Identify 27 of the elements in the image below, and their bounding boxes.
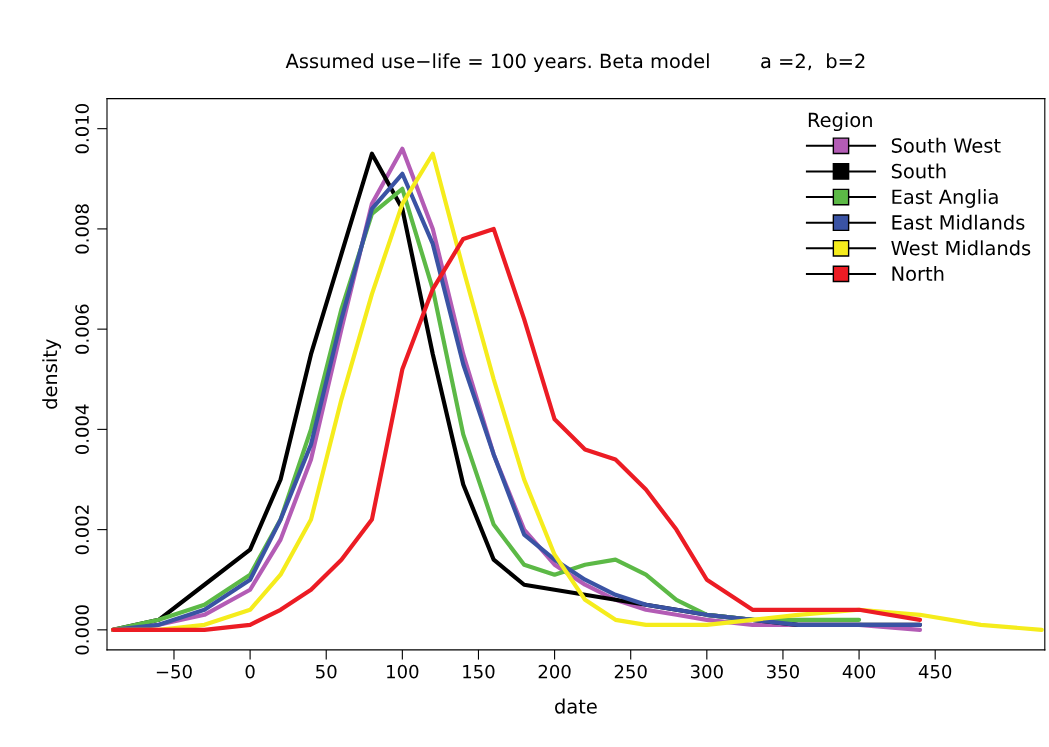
legend-label: North: [892, 265, 944, 282]
y-tick-label: 0.004: [75, 404, 89, 455]
x-tick-label: 200: [538, 664, 571, 679]
x-tick-label: 250: [614, 664, 647, 679]
legend-label: East Midlands: [892, 214, 1025, 230]
legend-label: West Midlands: [891, 240, 1031, 256]
x-tick-label: −50: [156, 664, 192, 679]
legend-label: South West: [891, 137, 1001, 153]
y-tick-label: 0.000: [75, 605, 89, 655]
y-tick-label: 0.008: [75, 204, 89, 254]
y-axis-title: density: [42, 339, 62, 409]
x-axis-title: date: [555, 698, 597, 714]
legend-title: Region: [808, 112, 872, 132]
x-tick-label: 150: [463, 664, 495, 679]
y-tick-label: 0.002: [75, 505, 89, 555]
x-tick-label: 450: [918, 664, 952, 679]
y-tick-label: 0.006: [75, 304, 89, 354]
x-tick-label: 300: [690, 664, 723, 679]
x-tick-label: 50: [316, 664, 337, 679]
x-tick-label: 350: [767, 664, 799, 679]
chart-title: Assumed use−life = 100 years. Beta model a =2, b=2: [285, 53, 865, 73]
legend-label: South: [891, 163, 946, 179]
y-tick-label: 0.010: [75, 104, 89, 154]
x-tick-label: 100: [387, 664, 419, 679]
x-tick-label: 0: [245, 664, 255, 679]
x-tick-label: 400: [842, 664, 876, 679]
legend-label: East Anglia: [892, 189, 998, 208]
